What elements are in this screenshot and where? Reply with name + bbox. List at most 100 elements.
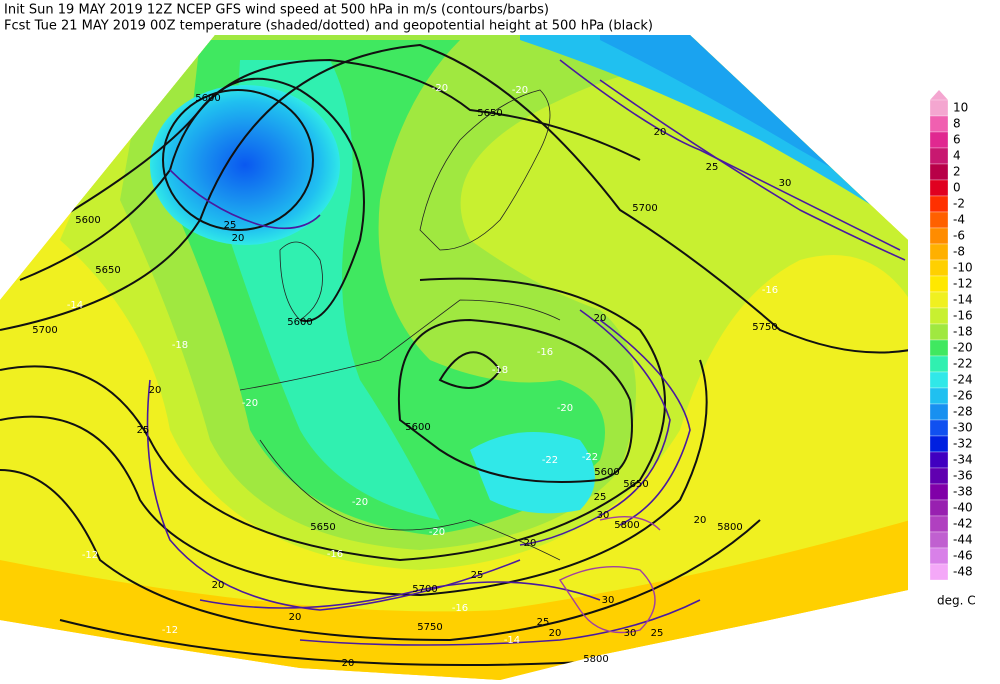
temperature-contour-label: -20 bbox=[512, 85, 528, 96]
colorbar-label: -10 bbox=[953, 261, 973, 275]
colorbar-box bbox=[929, 499, 949, 517]
colorbar-label: -22 bbox=[953, 357, 973, 371]
temperature-contour-label: -20 bbox=[242, 398, 258, 409]
height-contour-label: 5700 bbox=[632, 203, 657, 214]
colorbar-box bbox=[929, 147, 949, 165]
wind-contour-label: 25 bbox=[651, 628, 664, 639]
colorbar-label: -4 bbox=[953, 213, 965, 227]
colorbar-box bbox=[929, 179, 949, 197]
colorbar-box bbox=[929, 531, 949, 549]
colorbar-box bbox=[929, 99, 949, 117]
colorbar-label: 8 bbox=[953, 117, 961, 131]
colorbar-box bbox=[929, 355, 949, 373]
wind-contour-label: 20 bbox=[654, 127, 667, 138]
cold-low bbox=[150, 85, 340, 245]
colorbar-box bbox=[929, 227, 949, 245]
colorbar-arrow bbox=[930, 90, 948, 100]
map-labels: 5600 5650 5700 5600 5650 5700 5600 5600 5600 5650… bbox=[32, 83, 791, 669]
wind-contour-label: 20 bbox=[549, 628, 562, 639]
wind-contour-label: 20 bbox=[594, 313, 607, 324]
temperature-contour-label: -16 bbox=[762, 285, 778, 296]
colorbar-label: 4 bbox=[953, 149, 961, 163]
wind-contour-label: 25 bbox=[224, 220, 237, 231]
temperature-contour-label: -22 bbox=[582, 452, 598, 463]
temperature-contour-label: -18 bbox=[492, 365, 508, 376]
colorbar-box bbox=[929, 163, 949, 181]
colorbar-label: -36 bbox=[953, 469, 973, 483]
wind-contour-label: 25 bbox=[706, 162, 719, 173]
colorbar-box bbox=[929, 371, 949, 389]
wind-contour-label: 30 bbox=[624, 628, 637, 639]
colorbar-label: 0 bbox=[953, 181, 961, 195]
colorbar-label: -32 bbox=[953, 437, 973, 451]
colorbar-label: -28 bbox=[953, 405, 973, 419]
colorbar-label: -18 bbox=[953, 325, 973, 339]
colorbar-label: 6 bbox=[953, 133, 961, 147]
colorbar-box bbox=[929, 467, 949, 485]
colorbar-label: -44 bbox=[953, 533, 973, 547]
height-contour-label: 5650 bbox=[477, 108, 502, 119]
colorbar-label: -8 bbox=[953, 245, 965, 259]
wind-contour-label: 25 bbox=[137, 425, 150, 436]
coastlines bbox=[239, 89, 561, 561]
colorbar-box bbox=[929, 211, 949, 229]
height-contour-label: 5600 bbox=[287, 317, 312, 328]
map-area bbox=[0, 35, 908, 680]
wind-contours bbox=[146, 59, 906, 646]
temperature-contour-label: -16 bbox=[327, 549, 343, 560]
colorbar-label: -26 bbox=[953, 389, 973, 403]
height-contour-label: 5700 bbox=[412, 584, 437, 595]
height-contour-label: 5600 bbox=[594, 467, 619, 478]
wind-contour-label: 25 bbox=[537, 617, 550, 628]
height-contour-label: 5650 bbox=[95, 265, 120, 276]
colorbar-box bbox=[929, 275, 949, 293]
height-contour-label: 5600 bbox=[405, 422, 430, 433]
colorbar-box bbox=[929, 339, 949, 357]
colorbar-box bbox=[929, 243, 949, 261]
colorbar-label: -34 bbox=[953, 453, 973, 467]
colorbar-box bbox=[929, 563, 949, 581]
jet-core-contours bbox=[558, 515, 661, 634]
colorbar-label: -42 bbox=[953, 517, 973, 531]
wind-contour-label: 20 bbox=[524, 538, 537, 549]
wind-contour-label: 30 bbox=[597, 510, 610, 521]
height-contour-label: 5800 bbox=[717, 522, 742, 533]
height-contour-label: 5800 bbox=[583, 654, 608, 665]
colorbar-box bbox=[929, 515, 949, 533]
colorbar-unit: deg. C bbox=[937, 594, 976, 608]
colorbar-label: 10 bbox=[953, 101, 968, 115]
colorbar-box bbox=[929, 195, 949, 213]
temperature-contour-label: -16 bbox=[537, 347, 553, 358]
header-line: Fcst Tue 21 MAY 2019 00Z temperature (sh… bbox=[4, 19, 653, 34]
colorbar-label: -24 bbox=[953, 373, 973, 387]
header-line: Init Sun 19 MAY 2019 12Z NCEP GFS wind s… bbox=[4, 3, 549, 18]
height-contour-label: 5600 bbox=[75, 215, 100, 226]
height-contour-label: 5600 bbox=[195, 93, 220, 104]
colorbar-label: -46 bbox=[953, 549, 973, 563]
temperature-contour-label: -12 bbox=[162, 625, 178, 636]
wind-contour-label: 30 bbox=[602, 595, 615, 606]
colorbar-box bbox=[929, 323, 949, 341]
temperature-contour-label: -22 bbox=[542, 455, 558, 466]
colorbar-label: -20 bbox=[953, 341, 973, 355]
wind-contour-label: 20 bbox=[212, 580, 225, 591]
temperature-contour-label: -14 bbox=[67, 300, 83, 311]
temperature-contour-label: -20 bbox=[429, 527, 445, 538]
colorbar-label: -14 bbox=[953, 293, 973, 307]
wind-contour-label: 25 bbox=[471, 570, 484, 581]
height-contour-label: 5650 bbox=[310, 522, 335, 533]
height-contour-label: 5750 bbox=[417, 622, 442, 633]
wind-contour-label: 20 bbox=[232, 233, 245, 244]
temperature-contour-label: -14 bbox=[504, 635, 520, 646]
wind-contour-label: 30 bbox=[779, 178, 792, 189]
colorbar-box bbox=[929, 259, 949, 277]
height-contour-label: 5800 bbox=[614, 520, 639, 531]
temperature-contour-label: -20 bbox=[352, 497, 368, 508]
temperature-contour-label: -20 bbox=[557, 403, 573, 414]
colorbar-label: -48 bbox=[953, 565, 973, 579]
colorbar-label: -6 bbox=[953, 229, 965, 243]
wind-contour-label: 20 bbox=[694, 515, 707, 526]
colorbar-box bbox=[929, 307, 949, 325]
colorbar-box bbox=[929, 419, 949, 437]
